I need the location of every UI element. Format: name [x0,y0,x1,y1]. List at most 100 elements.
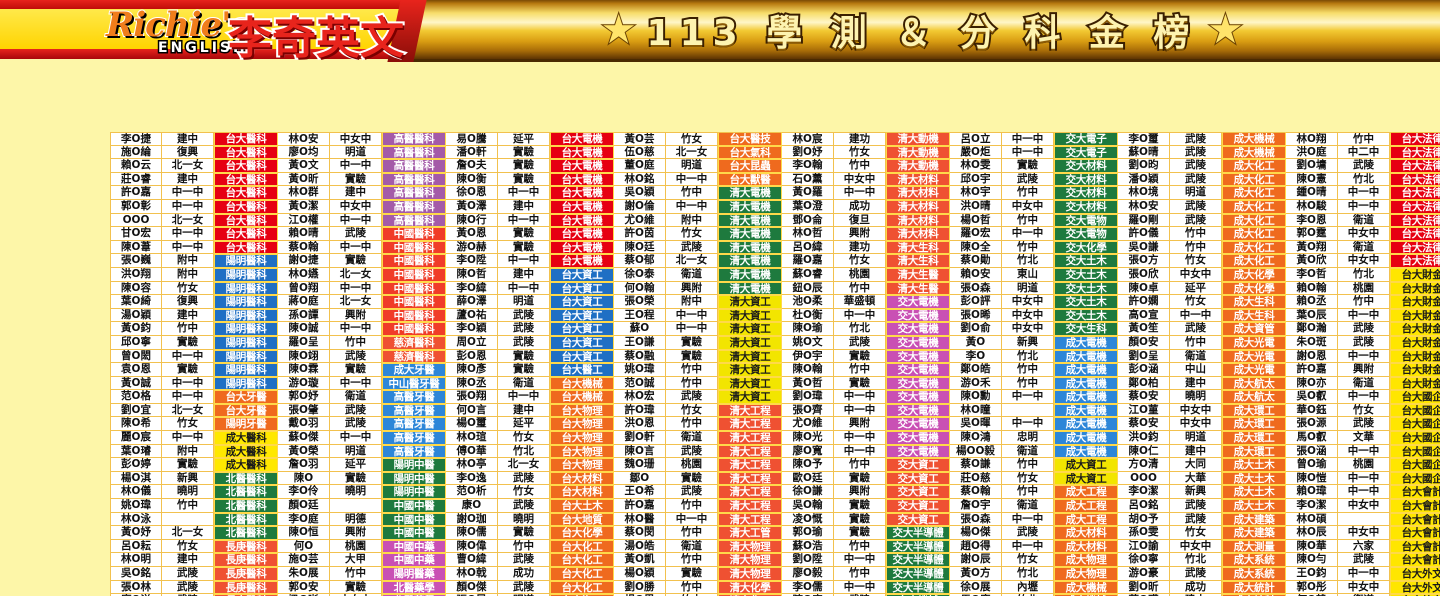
admitted-department-badge: 交大半導體 [886,567,950,581]
student-name: 林O安 [1118,199,1170,214]
admitted-department-badge: 陽明中醫 [382,471,446,486]
student-school: 中一中 [1338,308,1390,323]
table-row: 林O安 武陵 成大化工 [1118,199,1286,214]
admitted-department-badge: 台大財金 [1390,295,1440,309]
admitted-department-badge: 台大法律 [1390,145,1440,160]
table-row: 彭O涵 中山 成大光電 [1118,363,1286,377]
student-name: 林O安 [278,132,330,146]
student-school: 中一中 [1338,471,1390,486]
table-row: 顏O廷 中國中醫 [278,499,446,513]
student-school: 衛道 [1170,349,1222,364]
student-name: 吳O翰 [782,499,834,513]
admitted-department-badge: 清大材料 [886,172,950,187]
admitted-department-badge: 成大電機 [1054,431,1118,445]
admitted-department-badge: 成大物理 [1054,567,1118,581]
student-name: 李O潔 [1286,499,1338,513]
student-name: 陳O翊 [278,349,330,364]
student-name: 蔡O閔 [614,526,666,540]
student-school: 中一中 [834,308,886,323]
student-school: 實驗 [498,349,550,364]
student-school: 衛道 [498,376,550,391]
admitted-department-badge: 台大醫科 [214,186,278,200]
table-row: 蘆O祐 武陵 台大資工 [446,308,614,323]
table-row: 羅O宏 中一中 交大電物 [950,227,1118,241]
table-row: 杜O衡 中一中 交大電機 [782,308,950,323]
table-row: 劉O陞 中一中 交大半導體 [782,553,950,567]
student-name: 顏O傑 [446,580,498,595]
student-name: 劉O墉 [1286,159,1338,173]
table-row: 陳O全 竹中 交大化學 [950,240,1118,255]
table-row: 李O庭 明德 中國中醫 [278,512,446,527]
student-school: 實驗 [834,349,886,364]
student-school: 竹北 [1338,172,1390,187]
student-name: 蘇O晴 [1118,145,1170,160]
student-school: 實驗 [330,254,382,268]
student-school: 竹女 [498,431,550,445]
student-name: 孫O雯 [1118,526,1170,540]
student-school: 新興 [1002,335,1054,350]
admitted-department-badge: 清大資工 [718,295,782,309]
admitted-department-badge: 清大物理 [718,539,782,554]
student-name: 李O璽 [1118,132,1170,146]
header-yellow-band [0,9,418,49]
table-row: 蘇O晴 武陵 成大機械 [1118,145,1286,160]
student-school: 成功 [498,567,550,581]
student-school: 竹女 [666,227,718,241]
admitted-department-badge: 台大會計 [1390,499,1440,513]
student-school: 竹女 [834,145,886,160]
admitted-department-badge: 成大航太 [1222,376,1286,391]
admitted-department-badge: 成大環工 [1222,431,1286,445]
student-name: 陳O彥 [446,363,498,377]
admitted-department-badge: 台大醫科 [214,213,278,228]
table-row: 呂O銘 武陵 成大土木 [1118,499,1286,513]
student-name: 黃O澤 [446,199,498,214]
student-name: 謝O倫 [614,199,666,214]
student-name: 吳O暉 [950,417,1002,432]
admitted-department-badge: 台大電機 [550,186,614,200]
admitted-department-badge: 台大電機 [550,240,614,255]
admitted-department-badge: 成大化工 [1222,240,1286,255]
student-school: 竹北 [1170,553,1222,567]
table-row: 歐O廷 實驗 交大資工 [782,471,950,486]
admitted-department-badge: 成大統計 [1222,580,1286,595]
table-row: 邱O寧 實驗 陽明醫科 [110,335,278,350]
student-name: 黃O [950,335,1002,350]
student-school: 武陵 [162,567,214,581]
table-row: 陳O哲 建中 台大資工 [446,267,614,282]
admitted-department-badge: 中國醫科 [382,295,446,309]
star-icon-right: ★ [1206,6,1244,53]
student-name: 蔡O勛 [950,254,1002,268]
admitted-department-badge: 台大會計 [1390,553,1440,567]
admitted-department-badge: 交大資工 [886,512,950,527]
admitted-department-badge: 清大材料 [886,213,950,228]
student-school: 中一中 [1002,145,1054,160]
student-school: 武陵 [162,594,214,596]
student-school: 延平 [498,417,550,432]
page-header: ★ 113 學 測 ＆ 分 科 金 榜 ★ Richie's ENGLISH 李… [0,0,1440,64]
student-name: 易O騰 [446,132,498,146]
student-name: 陳O廷 [614,240,666,255]
admitted-department-badge: 交大電物 [1054,213,1118,228]
table-row: 高O宣 中一中 成大生科 [1118,308,1286,323]
admitted-department-badge: 台大電機 [550,172,614,187]
student-name: 蔡O安 [1118,390,1170,404]
brand-name-en: Richie's [105,4,251,46]
admitted-department-badge: 成大工程 [1054,499,1118,513]
student-school: 實驗 [330,172,382,187]
student-name: 何O韓 [1286,594,1338,596]
admitted-department-badge: 成大化工 [1222,213,1286,228]
student-name: 劉O宜 [110,403,162,418]
table-row: 陳O翊 武陵 慈濟醫科 [278,349,446,364]
student-name: 李O陞 [446,254,498,268]
table-row: 李O翰 竹中 清大動機 [782,159,950,173]
student-school: 內壢 [1002,580,1054,595]
student-school: 竹女 [1170,254,1222,268]
table-row: 游O璇 中一中 中山醫牙醫 [278,376,446,391]
admitted-department-badge: 台大法律 [1390,186,1440,200]
table-row: 陳O儒 實驗 台大化學 [446,526,614,540]
admitted-department-badge: 中國醫科 [382,308,446,323]
student-school: 忠明 [1002,431,1054,445]
table-row: 蔡O安 中女中 成大環工 [1118,417,1286,432]
student-school: 延平 [498,132,550,146]
student-school: 中一中 [1002,132,1054,146]
